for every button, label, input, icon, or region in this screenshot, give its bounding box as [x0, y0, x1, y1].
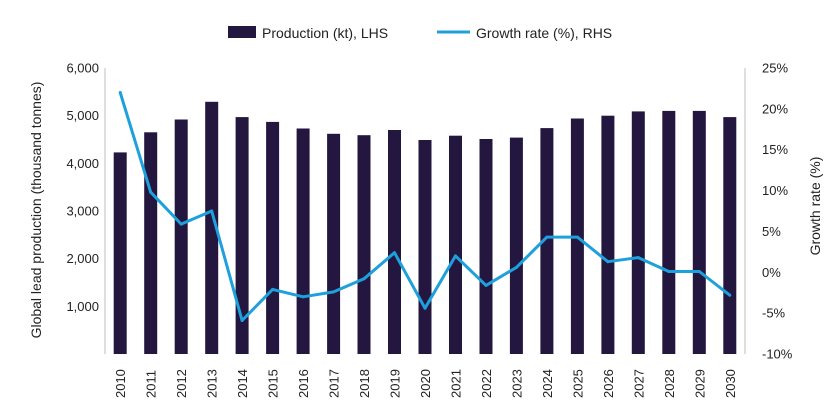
x-tick-label: 2018	[357, 369, 372, 398]
y-tick-label-left: 5,000	[66, 108, 99, 123]
x-tick-label: 2021	[449, 369, 464, 398]
bar-2010	[113, 152, 127, 354]
bar-2015	[266, 121, 280, 355]
bar-series-production	[113, 101, 737, 355]
y-tick-label-right: -10%	[762, 347, 793, 362]
y-tick-label-right: 0%	[762, 265, 781, 280]
growth-point-2020	[423, 306, 427, 310]
bar-2022	[479, 139, 493, 354]
growth-point-2012	[179, 222, 183, 226]
growth-point-2030	[728, 293, 732, 297]
y-axis-title-left: Global lead production (thousand tonnes)	[28, 82, 44, 339]
axes: 1,000 2,000 3,000 4,000 5,000 6,000 -10% -5% 0% 5…	[66, 61, 792, 399]
x-tick-label: 2015	[266, 369, 281, 398]
y-tick-label-left: 1,000	[66, 299, 99, 314]
growth-point-2021	[454, 254, 457, 258]
x-tick-label: 2029	[692, 369, 707, 398]
growth-point-2013	[210, 209, 214, 213]
y-tick-label-right: 25%	[762, 61, 788, 76]
growth-point-2026	[606, 260, 610, 264]
legend-label-growth: Growth rate (%), RHS	[476, 25, 612, 41]
y-tick-label-right: -5%	[762, 306, 786, 321]
x-tick-label: 2027	[631, 369, 646, 398]
x-tick-label: 2016	[296, 369, 311, 398]
growth-point-2019	[393, 251, 396, 255]
x-tick-label: 2024	[540, 369, 555, 398]
bar-2016	[296, 128, 310, 354]
x-tick-label: 2014	[235, 369, 250, 398]
y-tick-label-left: 2,000	[66, 251, 99, 266]
x-tick-label: 2019	[388, 369, 403, 398]
x-tick-label: 2026	[601, 369, 616, 398]
bar-2011	[144, 132, 158, 354]
growth-point-2022	[484, 283, 488, 287]
growth-point-2025	[575, 235, 579, 239]
growth-point-2023	[514, 265, 518, 269]
bar-2019	[388, 130, 401, 354]
line-series-growth	[118, 91, 732, 322]
x-tick-label: 2030	[723, 369, 738, 398]
x-tick-label: 2010	[113, 369, 128, 398]
bar-2030	[723, 117, 737, 354]
growth-point-2016	[301, 295, 305, 299]
growth-point-2018	[362, 277, 366, 281]
y-axis-title-right: Growth rate (%)	[807, 157, 823, 256]
bar-2027	[631, 111, 645, 355]
bar-2013	[205, 101, 219, 354]
y-tick-label-right: 5%	[762, 224, 781, 239]
x-tick-label: 2028	[662, 369, 677, 398]
bar-2021	[449, 135, 462, 354]
x-tick-label: 2013	[205, 369, 220, 398]
growth-point-2015	[271, 287, 275, 291]
y-tick-label-right: 10%	[762, 183, 788, 198]
bar-2029	[692, 110, 706, 355]
growth-point-2027	[636, 256, 640, 260]
growth-point-2028	[667, 270, 671, 273]
legend: Production (kt), LHS Growth rate (%), RH…	[228, 25, 612, 41]
y-tick-label-left: 3,000	[66, 204, 99, 219]
growth-point-2029	[697, 270, 701, 273]
y-tick-label-left: 4,000	[66, 156, 99, 171]
x-tick-label: 2011	[144, 370, 159, 398]
legend-label-production: Production (kt), LHS	[262, 25, 388, 41]
bar-2012	[174, 119, 188, 354]
legend-swatch-production	[228, 26, 256, 38]
x-tick-label: 2023	[509, 369, 524, 398]
bar-2018	[357, 135, 371, 354]
bar-2020	[418, 140, 432, 354]
bar-2014	[235, 117, 249, 354]
growth-point-2017	[332, 290, 336, 294]
x-tick-label: 2020	[418, 369, 433, 398]
bar-2028	[662, 110, 676, 355]
growth-point-2014	[240, 319, 244, 322]
x-tick-label: 2025	[570, 369, 585, 398]
bar-2026	[601, 115, 615, 354]
x-tick-label: 2022	[479, 369, 494, 398]
growth-point-2024	[545, 235, 549, 239]
x-tick-label: 2017	[327, 369, 342, 398]
bar-2017	[327, 133, 341, 354]
bar-2023	[509, 137, 523, 354]
bar-2024	[540, 128, 554, 354]
y-tick-label-left: 6,000	[66, 61, 99, 76]
y-tick-label-right: 20%	[762, 101, 788, 116]
growth-point-2010	[118, 91, 122, 94]
y-tick-label-right: 15%	[762, 142, 788, 157]
growth-point-2011	[149, 190, 153, 194]
x-tick-label: 2012	[174, 369, 189, 398]
